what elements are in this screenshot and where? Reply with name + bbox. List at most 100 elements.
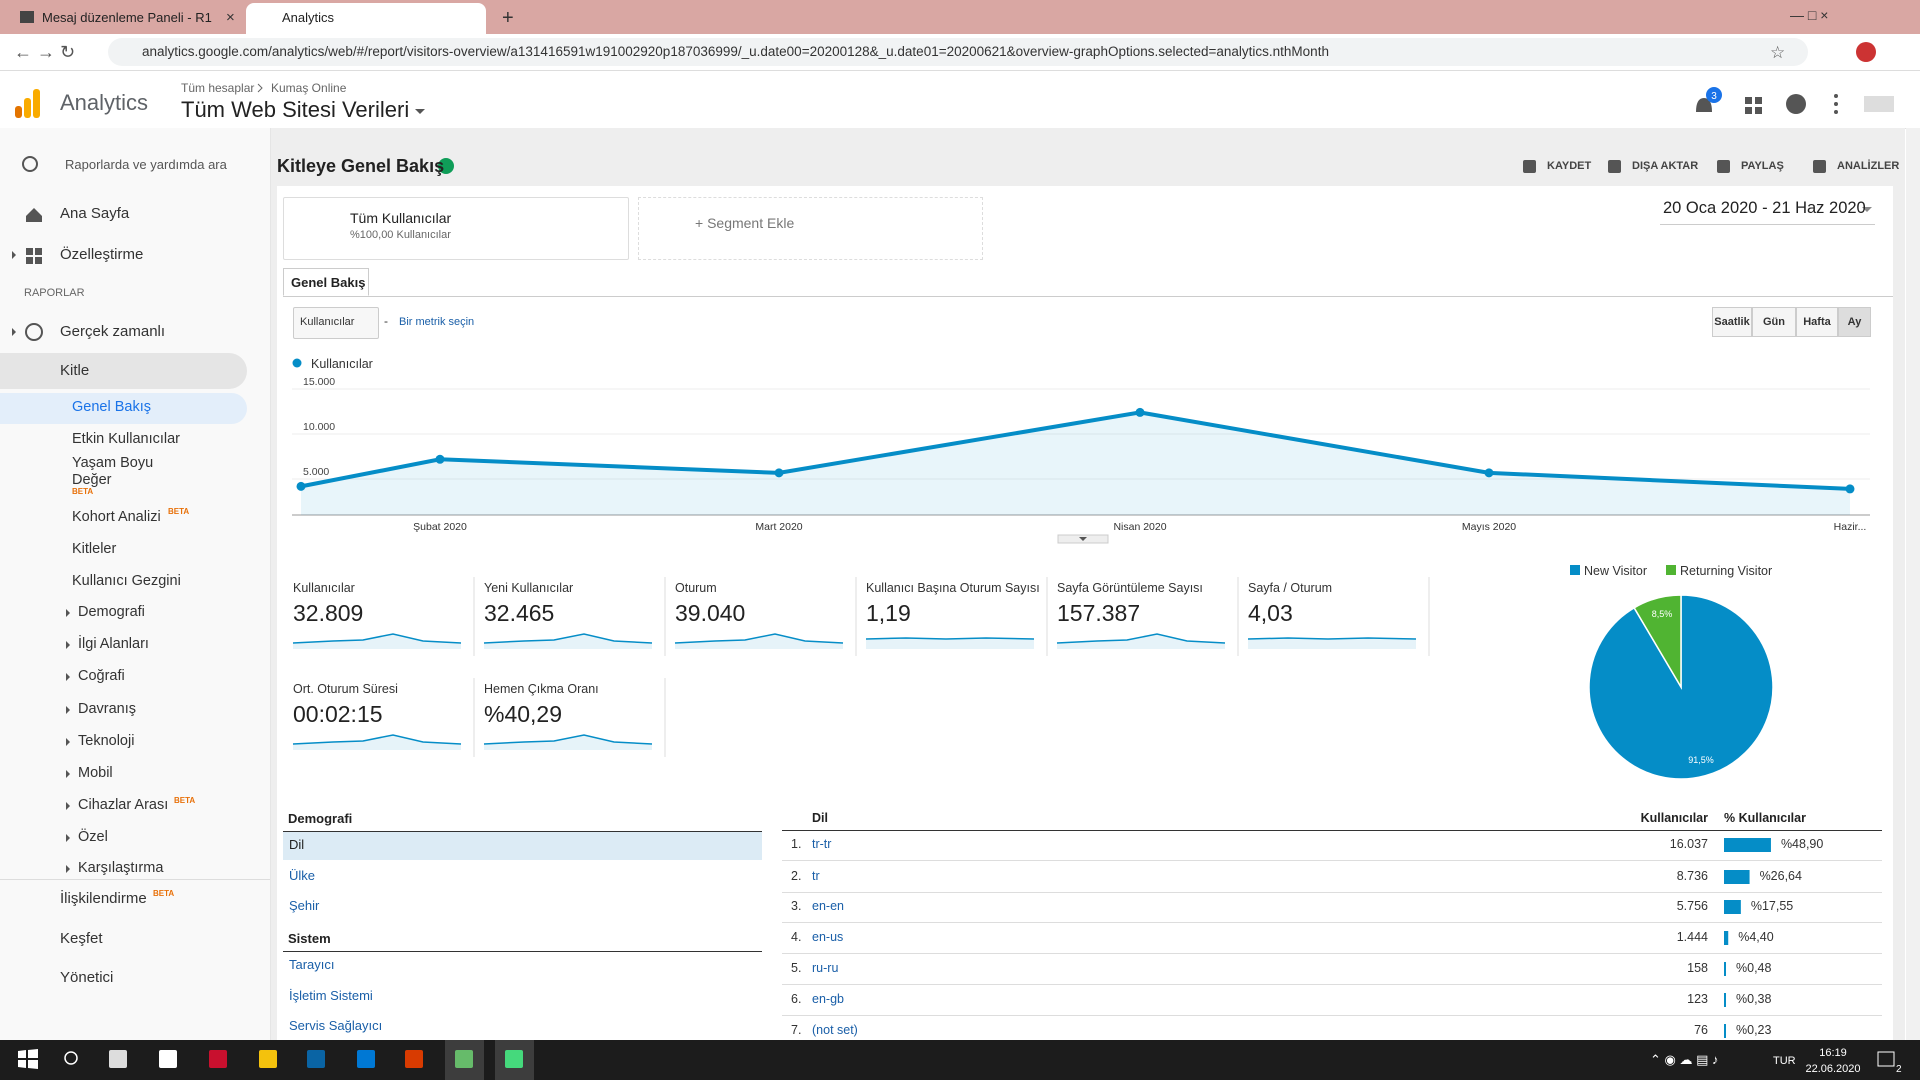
report-action[interactable]: KAYDET xyxy=(1547,160,1592,172)
add-segment-box[interactable] xyxy=(638,197,983,260)
metric-label: Hemen Çıkma Oranı xyxy=(484,682,599,696)
nav-subitem[interactable]: Etkin Kullanıcılar xyxy=(72,431,180,447)
dimension-link[interactable]: Dil xyxy=(289,837,305,852)
row-language[interactable]: en-en xyxy=(812,899,844,913)
breadcrumb[interactable]: Kumaş Online xyxy=(271,81,347,95)
omnibox[interactable] xyxy=(108,38,1808,66)
scrollbar[interactable] xyxy=(1906,128,1920,1040)
report-action[interactable]: DIŞA AKTAR xyxy=(1632,160,1699,172)
table-header: Dil xyxy=(812,811,828,825)
nav-subitem[interactable]: Özel xyxy=(78,829,108,845)
overview-tab[interactable] xyxy=(283,268,369,296)
nav-item[interactable]: Gerçek zamanlı xyxy=(60,323,166,340)
row-language[interactable]: (not set) xyxy=(812,1023,858,1037)
nav-subitem[interactable]: Yaşam Boyu Değer xyxy=(72,455,154,488)
nav-item[interactable]: Yönetici xyxy=(60,969,114,986)
nav-subitem[interactable]: İlgi Alanları xyxy=(78,636,149,652)
nav-subitem[interactable]: Kullanıcı Gezgini xyxy=(72,573,181,589)
breadcrumb[interactable]: Tüm hesaplar xyxy=(181,81,255,95)
granularity-button[interactable]: Gün xyxy=(1752,307,1796,337)
nav-item[interactable]: Özelleştirme xyxy=(60,246,144,263)
view-selector[interactable]: Tüm Web Sitesi Verileri xyxy=(181,97,410,122)
tab-title[interactable]: Analytics xyxy=(282,10,335,25)
nav-subitem[interactable]: Kohort Analizi xyxy=(72,509,161,525)
dimension-link[interactable]: Servis Sağlayıcı xyxy=(289,1018,383,1033)
nav-subitem[interactable]: Davranış xyxy=(78,701,137,717)
row-users: 123 xyxy=(1687,992,1708,1006)
granularity-button[interactable]: Hafta xyxy=(1796,307,1838,337)
nav-subitem[interactable]: Genel Bakış xyxy=(72,399,151,415)
row-language[interactable]: en-us xyxy=(812,930,844,944)
search-box[interactable]: Raporlarda ve yardımda ara xyxy=(65,157,227,172)
tab-title[interactable]: Mesaj düzenleme Paneli - R10.ne xyxy=(42,10,212,25)
metric-value: 157.387 xyxy=(1057,600,1141,626)
granularity-button[interactable]: Ay xyxy=(1838,307,1871,337)
product-name: Analytics xyxy=(60,90,149,115)
beta-tag: BETA xyxy=(153,889,175,898)
metric-link[interactable]: Bir metrik seçin xyxy=(399,316,475,328)
nav-highlight xyxy=(0,393,247,424)
nav-subitem[interactable]: Demografi xyxy=(78,604,145,620)
row-line xyxy=(782,892,1882,893)
dimension-link[interactable]: Ülke xyxy=(289,867,316,883)
dimension-link[interactable]: Tarayıcı xyxy=(289,957,335,972)
dimension-link[interactable]: İşletim Sistemi xyxy=(289,987,373,1003)
report-action[interactable]: ANALİZLER xyxy=(1837,160,1900,172)
metric-label: Kullanıcı Başına Oturum Sayısı xyxy=(866,581,1040,595)
row-language[interactable]: tr xyxy=(812,869,820,883)
tab-active[interactable] xyxy=(246,3,486,34)
row-rank: 3. xyxy=(791,899,802,913)
nav-subitem[interactable]: Karşılaştırma xyxy=(78,860,164,876)
row-users: 8.736 xyxy=(1676,869,1708,883)
metric-value: 4,03 xyxy=(1248,600,1293,626)
nav-subitem[interactable]: Cihazlar Arası xyxy=(78,797,169,813)
row-language[interactable]: en-gb xyxy=(812,992,844,1006)
dimension-group: Sistem xyxy=(288,931,331,946)
selected-row[interactable] xyxy=(283,831,762,860)
nav-subitem[interactable]: Mobil xyxy=(78,765,113,781)
metric-value: 00:02:15 xyxy=(293,701,383,727)
table-header: Kullanıcılar xyxy=(1640,811,1708,825)
nav-subitem[interactable]: Teknoloji xyxy=(78,733,135,749)
section-label[interactable]: RAPORLAR xyxy=(24,287,85,299)
nav-highlight xyxy=(0,353,247,389)
url[interactable]: analytics.google.com/analytics/web/#/rep… xyxy=(142,44,1329,59)
row-rank: 7. xyxy=(791,1023,802,1037)
add-segment[interactable]: + Segment Ekle xyxy=(695,215,795,231)
nav-item[interactable]: Kitle xyxy=(60,362,90,379)
row-language[interactable]: ru-ru xyxy=(812,961,839,975)
segment-name[interactable]: Tüm Kullanıcılar xyxy=(350,210,452,226)
row-line xyxy=(782,922,1882,923)
beta-tag: BETA xyxy=(168,507,190,516)
taskbar xyxy=(0,1040,1920,1080)
metric-value: 1,19 xyxy=(866,600,911,626)
segment-box[interactable] xyxy=(283,197,629,260)
row-rank: 6. xyxy=(791,992,802,1006)
metric-label: Sayfa Görüntüleme Sayısı xyxy=(1057,581,1203,595)
metric-separator: - xyxy=(384,314,388,328)
nav-item[interactable]: İlişkilendirme xyxy=(60,890,147,907)
date-underline xyxy=(1660,224,1875,225)
nav-item[interactable]: Keşfet xyxy=(60,930,103,947)
dimension-link[interactable]: Şehir xyxy=(289,898,320,913)
row-percent: %26,64 xyxy=(1759,869,1802,883)
nav-item[interactable]: Ana Sayfa xyxy=(60,205,130,222)
granularity-button[interactable]: Saatlik xyxy=(1712,307,1752,337)
row-language[interactable]: tr-tr xyxy=(812,837,832,851)
metric-value: 32.809 xyxy=(293,600,364,626)
beta-tag: BETA xyxy=(72,487,94,496)
row-users: 1.444 xyxy=(1676,930,1708,944)
nav-subitem[interactable]: Kitleler xyxy=(72,541,117,557)
tab-line xyxy=(283,296,1893,297)
metric-label: Ort. Oturum Süresi xyxy=(293,682,398,696)
nav-subitem[interactable]: Coğrafi xyxy=(78,668,125,684)
row-percent: %17,55 xyxy=(1750,899,1794,913)
row-users: 76 xyxy=(1694,1023,1708,1037)
row-rank: 1. xyxy=(791,837,802,851)
report-action[interactable]: PAYLAŞ xyxy=(1741,160,1784,172)
metric-select-label[interactable]: Kullanıcılar xyxy=(300,316,355,328)
overview-tab-label[interactable]: Genel Bakış xyxy=(291,275,366,290)
divider xyxy=(0,879,270,880)
date-range[interactable]: 20 Oca 2020 - 21 Haz 2020 xyxy=(1663,199,1866,217)
